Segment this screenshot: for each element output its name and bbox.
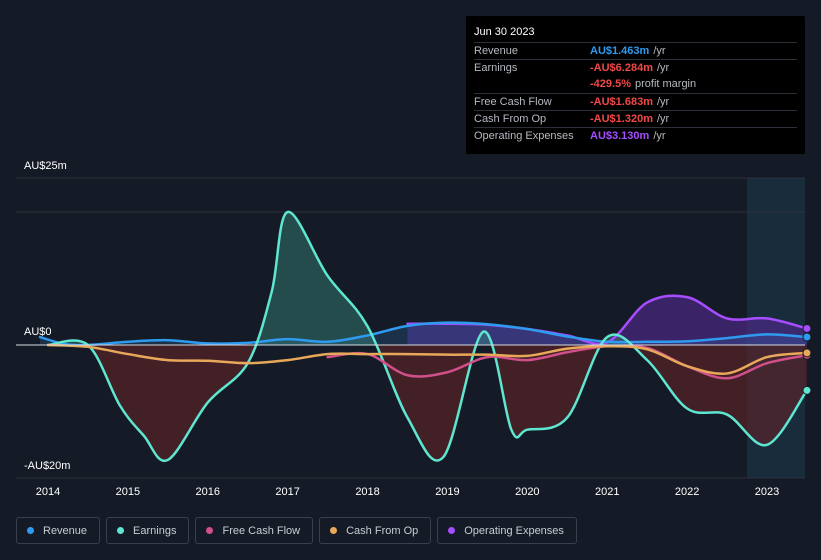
- tooltip-value: -AU$1.683m: [590, 96, 653, 108]
- chart-canvas: 2014 2015 2016 2017 2018 2019 2020 2021 2022 2023: [16, 177, 812, 498]
- y-axis-zero-label: AU$0: [24, 326, 52, 338]
- legend-label: Free Cash Flow: [222, 524, 301, 537]
- cash-from-op-endpoint: [802, 348, 812, 358]
- x-tick-label: 2020: [515, 486, 539, 498]
- tooltip-value: AU$1.463m: [590, 45, 650, 57]
- tooltip-row-earnings: Earnings -AU$6.284m /yr: [474, 59, 797, 76]
- tooltip-label: [474, 76, 590, 93]
- x-tick-label: 2015: [116, 486, 140, 498]
- series-lines: [16, 210, 809, 463]
- tooltip-date: Jun 30 2023: [474, 26, 535, 38]
- x-tick-label: 2023: [755, 486, 779, 498]
- tooltip-value: -AU$1.320m: [590, 113, 653, 125]
- legend-label: Cash From Op: [346, 524, 419, 537]
- tooltip-unit: profit margin: [634, 78, 697, 90]
- legend-item-earnings[interactable]: Earnings: [106, 517, 190, 544]
- legend-item-operating-expenses[interactable]: Operating Expenses: [437, 517, 577, 544]
- x-tick-label: 2017: [275, 486, 299, 498]
- tooltip-unit: /yr: [653, 130, 666, 142]
- x-tick-label: 2021: [595, 486, 619, 498]
- tooltip-label: Operating Expenses: [474, 130, 574, 142]
- legend-item-revenue[interactable]: Revenue: [16, 517, 101, 544]
- tooltip-unit: /yr: [656, 113, 670, 125]
- tooltip-unit: /yr: [653, 45, 666, 57]
- legend-label: Revenue: [43, 524, 88, 537]
- legend-dot-icon: [330, 527, 338, 534]
- revenue-endpoint: [802, 332, 812, 342]
- series-endpoints: [802, 324, 812, 395]
- series-areas: [40, 211, 807, 461]
- earnings-line: [46, 210, 809, 463]
- legend-dot-icon: [117, 527, 125, 534]
- y-axis-bottom-label: -AU$20m: [24, 460, 71, 472]
- x-tick-label: 2022: [675, 486, 699, 498]
- earnings-area-negative: [48, 345, 807, 461]
- legend-label: Earnings: [133, 524, 177, 537]
- tooltip-row-free-cash-flow: Free Cash Flow -AU$1.683m /yr: [474, 93, 797, 110]
- x-tick-label: 2014: [36, 486, 60, 498]
- tooltip-unit: /yr: [656, 96, 670, 108]
- legend-dot-icon: [206, 527, 214, 534]
- tooltip-row-cash-from-op: Cash From Op -AU$1.320m /yr: [474, 110, 797, 127]
- tooltip-value: -429.5%: [590, 78, 631, 90]
- tooltip-label: Earnings: [474, 62, 518, 74]
- free-cash-flow-line: [326, 344, 809, 380]
- x-axis-ticks: 2014 2015 2016 2017 2018 2019 2020 2021 2022 2023: [36, 486, 779, 498]
- revenue-area: [40, 322, 807, 346]
- legend-dot-icon: [27, 527, 34, 534]
- grid-lines: [16, 177, 805, 479]
- operating-expenses-endpoint: [802, 324, 812, 334]
- tooltip-value: AU$3.130m: [590, 130, 650, 142]
- tooltip-label: Revenue: [474, 45, 519, 57]
- tooltip-row-revenue: Revenue AU$1.463m /yr: [474, 42, 797, 59]
- x-tick-label: 2016: [196, 486, 220, 498]
- legend-item-free-cash-flow[interactable]: Free Cash Flow: [195, 517, 314, 544]
- cash-from-op-line: [46, 343, 809, 375]
- y-axis-top-label: AU$25m: [24, 160, 67, 172]
- x-tick-label: 2019: [435, 486, 459, 498]
- data-tooltip: Jun 30 2023 Revenue AU$1.463m /yr Earnin…: [466, 16, 805, 154]
- tooltip-row-operating-expenses: Operating Expenses AU$3.130m /yr: [474, 127, 797, 144]
- tooltip-row-profit-margin: -429.5% profit margin: [474, 76, 797, 93]
- chart-legend: Revenue Earnings Free Cash Flow Cash Fro…: [16, 517, 577, 544]
- x-tick-label: 2018: [355, 486, 379, 498]
- legend-dot-icon: [448, 527, 456, 534]
- revenue-line: [38, 321, 809, 347]
- tooltip-label: Cash From Op: [474, 113, 547, 125]
- legend-item-cash-from-op[interactable]: Cash From Op: [319, 517, 432, 544]
- tooltip-unit: /yr: [656, 62, 670, 74]
- tooltip-value: -AU$6.284m: [590, 62, 653, 74]
- legend-label: Operating Expenses: [464, 524, 564, 537]
- tooltip-label: Free Cash Flow: [474, 96, 552, 108]
- earnings-endpoint: [802, 385, 812, 395]
